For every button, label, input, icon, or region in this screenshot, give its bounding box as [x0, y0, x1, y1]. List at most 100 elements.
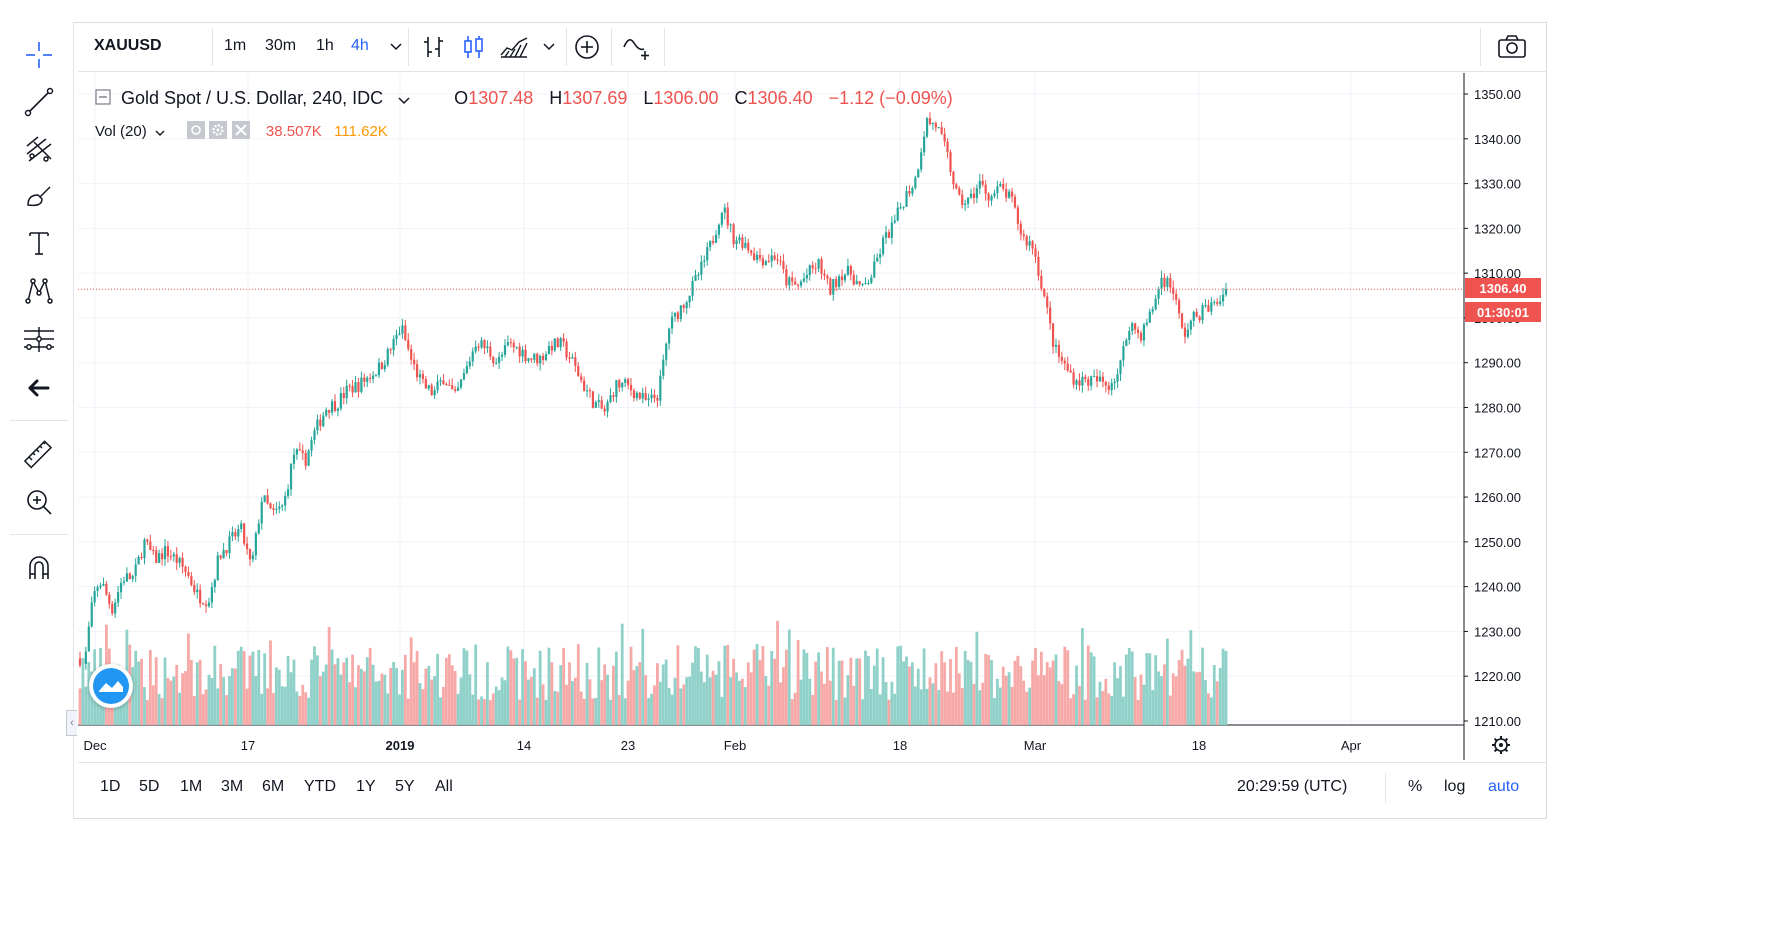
range-5d[interactable]: 5D — [139, 778, 160, 795]
candle-body — [703, 260, 706, 262]
candle-body — [459, 379, 463, 388]
volume-bar — [1104, 678, 1108, 725]
candle-body — [711, 240, 715, 243]
area-style-icon[interactable] — [498, 30, 530, 64]
pattern-tool-icon[interactable] — [20, 271, 58, 309]
arrow-left-icon[interactable] — [20, 369, 58, 407]
range-1y[interactable]: 1Y — [356, 778, 376, 795]
ruler-icon[interactable] — [20, 435, 58, 473]
volume-bar — [398, 694, 401, 725]
candle-body — [849, 265, 852, 275]
candle-body — [779, 260, 782, 262]
bars-style-icon[interactable] — [418, 30, 450, 64]
volume-bar — [1130, 651, 1134, 725]
candle-body — [541, 355, 545, 360]
series-title[interactable]: Gold Spot / U.S. Dollar, 240, IDC — [121, 88, 384, 108]
candle-body — [937, 127, 940, 129]
crosshair-icon[interactable] — [20, 36, 58, 74]
zoom-in-icon[interactable] — [20, 483, 58, 521]
range-5y[interactable]: 5Y — [395, 778, 415, 795]
bar-countdown-tag: 01:30:01 — [1465, 302, 1541, 322]
range-1m[interactable]: 1M — [180, 778, 203, 795]
volume-bar — [280, 686, 284, 725]
candle-body — [846, 265, 850, 275]
volume-bar — [160, 698, 164, 725]
candle-body — [433, 390, 436, 396]
eye-icon[interactable] — [187, 121, 206, 143]
candles-style-icon[interactable] — [458, 30, 490, 64]
candle-body — [755, 254, 759, 261]
candle-body — [275, 508, 278, 510]
collapse-legend-icon[interactable] — [95, 89, 111, 110]
volume-bar — [767, 685, 771, 725]
brush-icon[interactable] — [20, 177, 58, 215]
volume-bar — [647, 698, 651, 725]
candle-body — [471, 351, 474, 362]
trend-line-icon[interactable] — [20, 83, 58, 121]
volume-bar — [538, 650, 542, 725]
candle-body — [392, 338, 395, 351]
candle-body — [767, 261, 770, 263]
chevron-down-icon[interactable] — [155, 124, 165, 141]
volume-bar — [418, 683, 422, 725]
candle-body — [917, 169, 920, 178]
indicators-icon[interactable] — [622, 30, 654, 64]
candle-body — [1037, 256, 1040, 276]
candle-body — [1016, 207, 1020, 224]
candle-body — [638, 392, 641, 399]
range-1d[interactable]: 1D — [100, 778, 121, 795]
range-ytd[interactable]: YTD — [304, 778, 336, 795]
chevron-down-icon[interactable] — [398, 89, 410, 110]
price-chart[interactable]: 1350.001340.001330.001320.001310.001300.… — [78, 73, 1540, 760]
magnet-icon[interactable] — [20, 549, 58, 587]
interval-1h[interactable]: 1h — [316, 37, 334, 54]
tradingview-logo[interactable] — [89, 664, 133, 708]
volume-bar — [1092, 656, 1096, 725]
volume-bar — [658, 681, 662, 725]
candle-body — [823, 273, 826, 276]
settings-icon[interactable] — [209, 121, 228, 143]
candle-body — [1128, 331, 1131, 340]
percent-scale-toggle[interactable]: % — [1408, 778, 1423, 795]
compare-add-icon[interactable] — [571, 30, 603, 64]
candle-body — [753, 253, 756, 261]
toolbar-divider — [10, 534, 68, 535]
candle-body — [486, 346, 489, 349]
range-all[interactable]: All — [435, 778, 453, 795]
auto-scale-toggle[interactable]: auto — [1488, 778, 1520, 795]
volume-bar — [333, 664, 337, 725]
chevron-down-icon[interactable] — [380, 30, 412, 64]
interval-4h[interactable]: 4h — [351, 37, 369, 54]
volume-bar — [755, 643, 759, 725]
volume-title[interactable]: Vol (20) — [95, 122, 147, 140]
interval-30m[interactable]: 30m — [265, 37, 297, 54]
candle-body — [975, 188, 978, 199]
candle-body — [961, 194, 964, 205]
candle-body — [720, 212, 723, 225]
settings-gear-icon[interactable] — [1492, 736, 1510, 754]
range-6m[interactable]: 6M — [262, 778, 285, 795]
camera-icon[interactable] — [1496, 30, 1528, 64]
candle-body — [260, 501, 263, 524]
text-tool-icon[interactable] — [20, 224, 58, 262]
collapse-arrow-icon[interactable]: ‹ — [66, 710, 77, 736]
symbol-search[interactable]: XAUUSD — [94, 37, 162, 54]
candle-body — [770, 255, 773, 262]
candle-body — [1002, 184, 1005, 189]
forecast-tool-icon[interactable] — [20, 320, 58, 358]
fib-tool-icon[interactable] — [20, 130, 58, 168]
chevron-down-icon[interactable] — [533, 30, 565, 64]
time-axis-tick-label: 14 — [517, 738, 531, 753]
volume-bar — [884, 682, 888, 725]
candle-body — [574, 357, 577, 366]
clock[interactable]: 20:29:59 (UTC) — [1237, 778, 1348, 795]
volume-bar — [1165, 638, 1169, 725]
candle-body — [852, 274, 855, 285]
volume-bar — [749, 672, 753, 725]
close-icon[interactable] — [231, 121, 250, 143]
range-3m[interactable]: 3M — [221, 778, 244, 795]
interval-1m[interactable]: 1m — [224, 37, 247, 54]
candle-body — [805, 274, 808, 279]
log-scale-toggle[interactable]: log — [1444, 778, 1466, 795]
candle-body — [184, 566, 187, 572]
